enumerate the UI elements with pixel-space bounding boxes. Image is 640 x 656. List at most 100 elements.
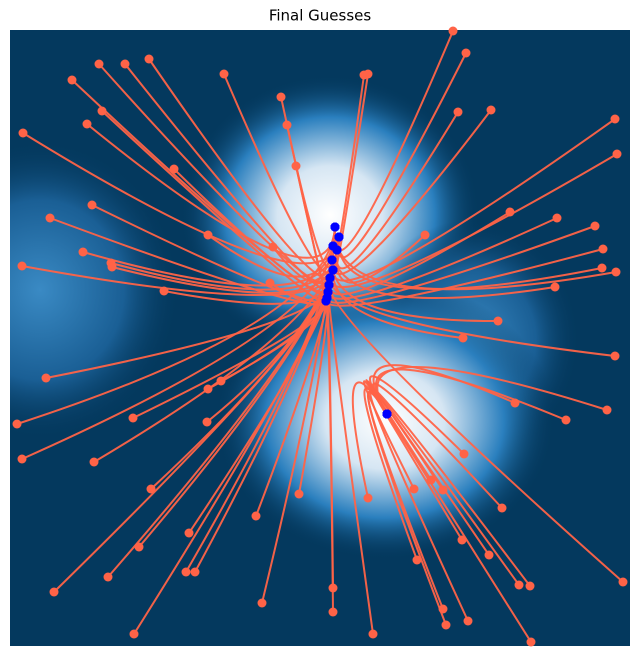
start-point <box>257 598 267 608</box>
start-point <box>17 261 27 271</box>
start-point <box>87 200 97 210</box>
trajectory <box>331 118 616 282</box>
start-point <box>268 242 278 252</box>
trajectory <box>331 269 464 339</box>
start-point <box>219 69 229 79</box>
final-guess <box>330 222 340 232</box>
final-guess <box>334 232 344 242</box>
start-point <box>203 384 213 394</box>
heatmap <box>10 30 630 646</box>
start-point <box>120 59 130 69</box>
trajectory <box>327 217 558 300</box>
start-point <box>129 629 139 639</box>
start-point <box>190 567 200 577</box>
start-point <box>458 333 468 343</box>
start-point <box>276 92 286 102</box>
start-point <box>618 577 628 587</box>
start-point <box>18 128 28 138</box>
start-point <box>107 262 117 272</box>
start-point <box>363 69 373 79</box>
start-point <box>251 511 261 521</box>
start-point <box>45 213 55 223</box>
start-point <box>181 567 191 577</box>
final-guess <box>323 287 333 297</box>
trajectory <box>329 277 616 357</box>
start-point <box>12 419 22 429</box>
trajectory <box>328 284 624 583</box>
start-point <box>497 503 507 513</box>
start-point <box>461 48 471 58</box>
start-point <box>49 587 59 597</box>
start-point <box>41 373 51 383</box>
start-point <box>438 485 448 495</box>
start-point <box>294 489 304 499</box>
start-point <box>610 351 620 361</box>
start-point <box>328 607 338 617</box>
start-point <box>598 244 608 254</box>
start-point <box>484 550 494 560</box>
start-point <box>463 616 473 626</box>
start-point <box>17 454 27 464</box>
final-guess <box>328 265 338 275</box>
start-point <box>368 629 378 639</box>
start-point <box>448 26 458 36</box>
start-point <box>282 120 292 130</box>
start-point <box>184 528 194 538</box>
start-point <box>216 376 226 386</box>
start-point <box>590 221 600 231</box>
start-point <box>328 583 338 593</box>
start-point <box>561 415 571 425</box>
start-point <box>486 105 496 115</box>
final-guess <box>321 296 331 306</box>
start-point <box>363 493 373 503</box>
start-point <box>525 581 535 591</box>
start-point <box>169 164 179 174</box>
final-guess <box>382 409 392 419</box>
start-point <box>89 457 99 467</box>
start-point <box>459 449 469 459</box>
start-point <box>202 417 212 427</box>
start-point <box>526 637 536 647</box>
start-point <box>420 230 430 240</box>
trajectory <box>335 234 426 284</box>
start-point <box>602 405 612 415</box>
start-point <box>265 278 275 288</box>
start-point <box>438 604 448 614</box>
start-point <box>409 484 419 494</box>
start-point <box>610 114 620 124</box>
final-guess <box>324 280 334 290</box>
start-point <box>159 286 169 296</box>
start-point <box>441 620 451 630</box>
trajectory <box>325 300 334 613</box>
trajectory <box>16 226 336 425</box>
start-point <box>612 149 622 159</box>
start-point <box>550 282 560 292</box>
start-point <box>134 542 144 552</box>
trajectory <box>363 387 418 561</box>
start-point <box>78 247 88 257</box>
trajectory <box>327 291 374 635</box>
start-point <box>505 207 515 217</box>
start-point <box>597 263 607 273</box>
start-point <box>146 484 156 494</box>
start-point <box>291 161 301 171</box>
start-point <box>457 535 467 545</box>
start-point <box>103 572 113 582</box>
start-point <box>128 413 138 423</box>
final-guess <box>325 273 335 283</box>
final-guess <box>332 245 342 255</box>
start-point <box>552 213 562 223</box>
trajectory <box>326 225 596 304</box>
chart-title: Final Guesses <box>269 7 372 25</box>
points <box>12 26 628 647</box>
start-point <box>203 230 213 240</box>
start-point <box>426 475 436 485</box>
start-point <box>611 267 621 277</box>
start-point <box>510 398 520 408</box>
trajectory <box>325 248 604 307</box>
start-point <box>82 119 92 129</box>
start-point <box>67 75 77 85</box>
start-point <box>412 555 422 565</box>
start-point <box>514 580 524 590</box>
